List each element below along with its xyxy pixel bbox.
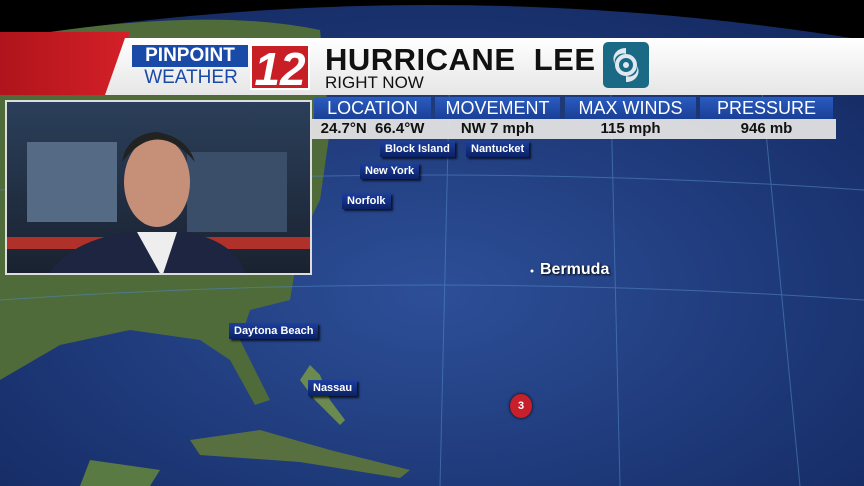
map-label-new-york: New York bbox=[360, 163, 420, 179]
brand-weather: WEATHER bbox=[144, 67, 238, 88]
page-title: HURRICANE LEE bbox=[325, 42, 596, 77]
hurricane-marker-icon: 3 bbox=[510, 394, 532, 418]
presenter-video-inset bbox=[5, 100, 312, 275]
map-label-norfolk: Norfolk bbox=[342, 193, 391, 209]
stats-values-row bbox=[312, 119, 836, 139]
stat-header-location: LOCATION bbox=[314, 97, 431, 119]
stat-value-max-winds: 115 mph bbox=[600, 120, 661, 137]
stat-header-max-winds: MAX WINDS bbox=[565, 97, 696, 119]
map-label-daytona-beach: Daytona Beach bbox=[229, 323, 319, 339]
stat-header-pressure: PRESSURE bbox=[700, 97, 833, 119]
brand-pinpoint: PINPOINT bbox=[132, 45, 248, 67]
stat-header-movement: MOVEMENT bbox=[435, 97, 560, 119]
map-label-block-island: Block Island bbox=[380, 141, 455, 157]
storm-category: 3 bbox=[517, 400, 525, 412]
map-label-bermuda: Bermuda bbox=[540, 261, 610, 278]
channel-logo: 12 bbox=[250, 44, 310, 92]
map-label-nantucket: Nantucket bbox=[466, 141, 530, 157]
red-accent bbox=[0, 32, 130, 95]
subtitle: RIGHT NOW bbox=[325, 73, 424, 92]
stat-value-movement: NW 7 mph bbox=[460, 120, 535, 137]
stat-value-location: 24.7°N 66.4°W bbox=[320, 120, 425, 137]
stat-value-pressure: 946 mb bbox=[740, 120, 793, 137]
hurricane-icon bbox=[603, 42, 649, 88]
map-label-nassau: Nassau bbox=[308, 380, 358, 396]
